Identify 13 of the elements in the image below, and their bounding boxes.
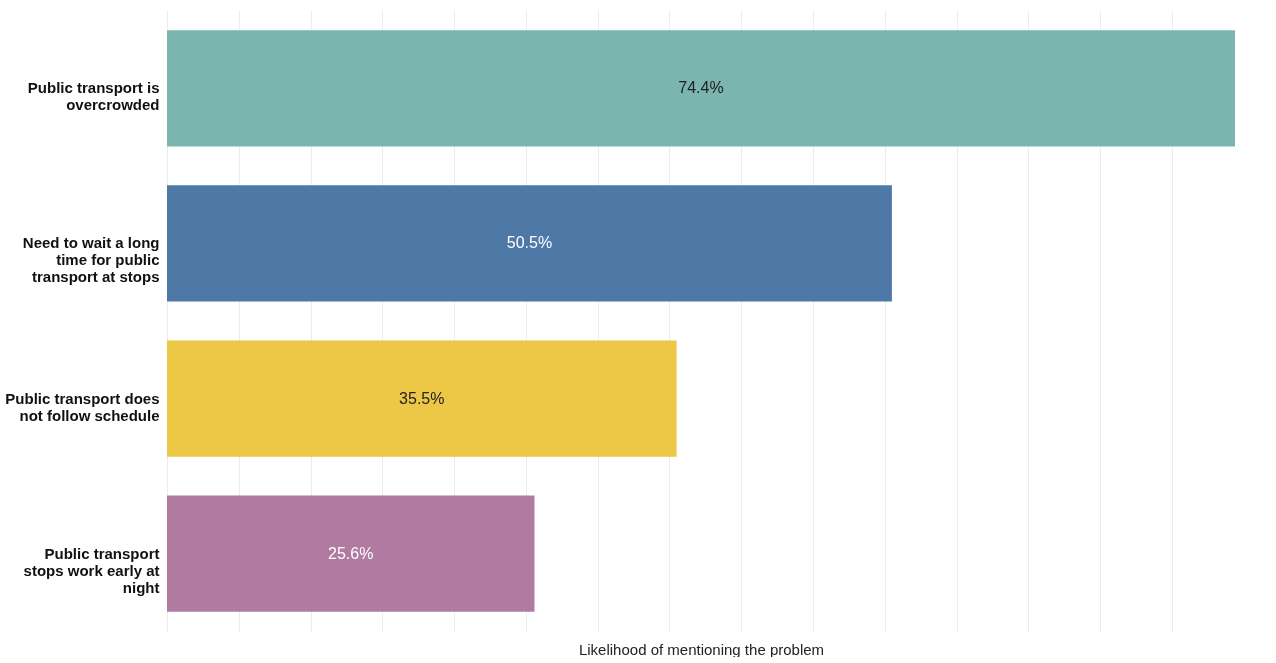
bar [167,340,677,457]
data-label: 25.6% [328,544,374,562]
bar [167,30,1235,147]
data-label: 50.5% [506,234,553,252]
y-tick-label: Public transport does not follow schedule [5,389,160,424]
bar [167,495,535,612]
y-tick-label: Public transport is overcrowded [27,79,160,114]
y-tick-label: Public transport stops work early at night [23,544,160,596]
data-label: 35.5% [399,389,445,407]
data-label: 74.4% [678,79,724,97]
y-tick-label: Need to wait a long time for public transport at stops [22,234,160,286]
bar [167,185,892,302]
x-axis-title: Likelihood of mentioning the problem [578,640,825,658]
